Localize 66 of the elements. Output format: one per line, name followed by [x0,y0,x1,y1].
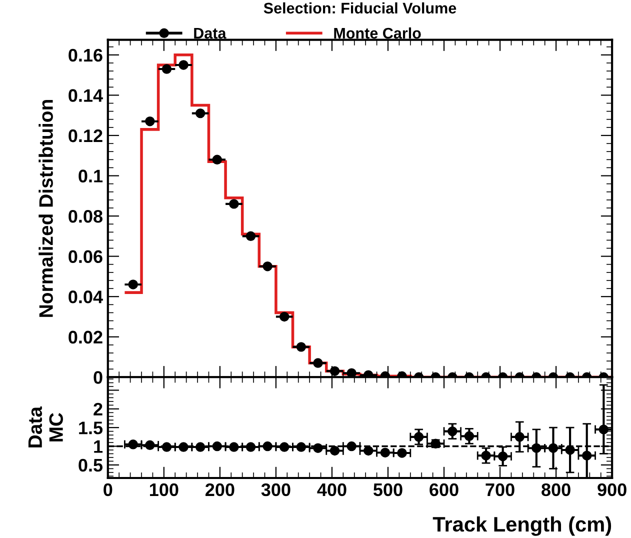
point [498,451,508,462]
point [464,431,474,442]
point [548,443,558,453]
x-tick-label: 200 [206,483,234,496]
y-axis-title: Normalized Distribtuion [38,100,53,317]
point [195,108,206,118]
point [364,446,374,456]
point [582,450,592,460]
x-tick-label: 700 [486,483,514,496]
x-axis-title: Track Length (cm) [432,516,612,536]
y-tick-label: 0.08 [68,210,102,223]
x-tick-label: 900 [598,483,626,496]
point [145,440,155,450]
legend-label: Monte Carlo [334,27,421,39]
point [598,424,609,434]
y-tick-label: 2 [94,402,102,416]
y-tick-label: 0 [94,371,102,384]
point [414,432,424,442]
y-tick-label: 0.04 [68,290,103,304]
point [178,60,188,70]
y-tick-label: 1.5 [79,422,103,434]
point [128,440,138,450]
legend-label: Data [194,28,226,39]
x-tick-label: 400 [317,483,346,496]
y-tick-label: 0.16 [68,48,102,62]
point [195,442,206,452]
point [178,442,188,452]
point [380,448,390,458]
point [128,280,138,290]
y-tick-label: 1 [94,440,103,453]
point [448,426,458,436]
point [280,442,290,452]
point [296,442,306,452]
y-tick-label: 0.5 [78,458,103,472]
point [246,442,256,452]
point [532,443,542,453]
y-tick-label: 0.12 [68,129,102,142]
point [397,448,407,458]
y-tick-label: 0.14 [68,89,103,102]
point [162,64,172,74]
point [262,441,272,452]
x-tick-label: 800 [542,483,570,496]
y-axis-title: Data MC [28,406,63,448]
point [145,116,155,126]
point [514,432,524,442]
x-tick-label: 0 [104,483,112,496]
y-tick-label: 0.02 [68,330,102,344]
point [262,262,272,272]
point [229,199,239,209]
point [212,154,222,164]
chart-title: Selection: Fiducial Volume [264,2,456,14]
y-tick-label: 0.1 [78,170,103,182]
point [313,443,323,453]
point [346,441,356,452]
point [229,442,239,452]
point [246,231,256,242]
point [565,445,575,455]
y-tick-label: 0.06 [68,250,102,264]
x-tick-label: 500 [373,483,402,496]
x-tick-label: 600 [430,483,458,496]
x-tick-label: 100 [150,483,178,496]
x-tick-label: 300 [261,483,290,496]
point [162,442,172,452]
point [481,450,491,460]
point [330,446,340,456]
point [212,441,222,452]
